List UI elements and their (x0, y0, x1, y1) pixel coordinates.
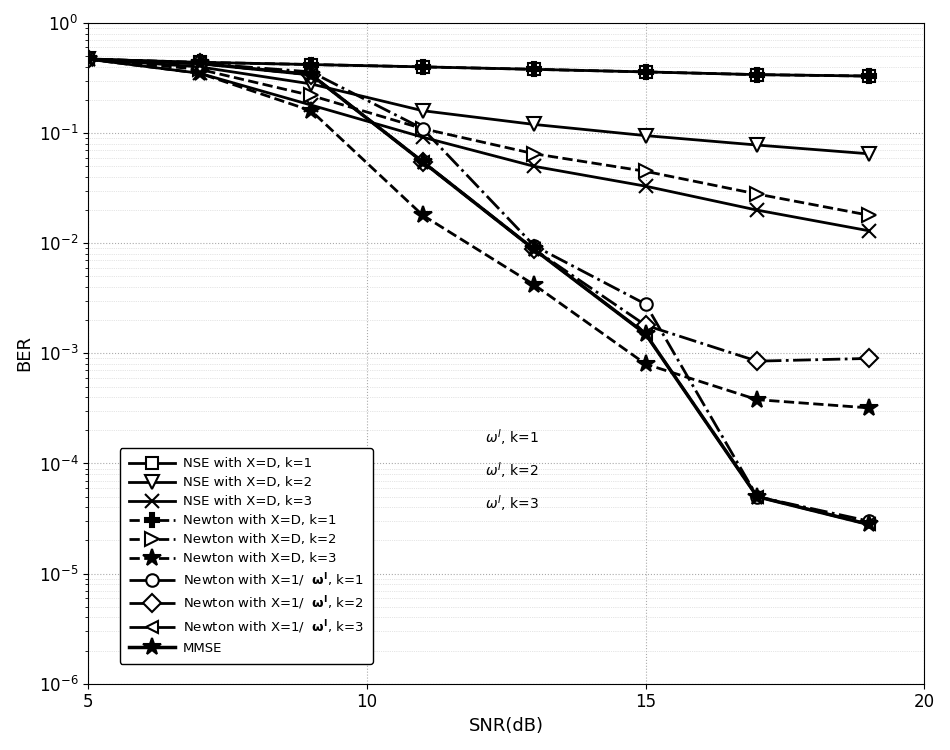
Text: $\omega^I$, k=3: $\omega^I$, k=3 (485, 493, 539, 514)
Legend: NSE with X=D, k=1, NSE with X=D, k=2, NSE with X=D, k=3, Newton with X=D, k=1, N: NSE with X=D, k=1, NSE with X=D, k=2, NS… (120, 448, 373, 664)
Text: $\omega^I$, k=1: $\omega^I$, k=1 (485, 427, 539, 448)
Text: $\omega^I$, k=2: $\omega^I$, k=2 (485, 460, 539, 481)
X-axis label: SNR(dB): SNR(dB) (468, 717, 543, 735)
Y-axis label: BER: BER (15, 335, 33, 371)
